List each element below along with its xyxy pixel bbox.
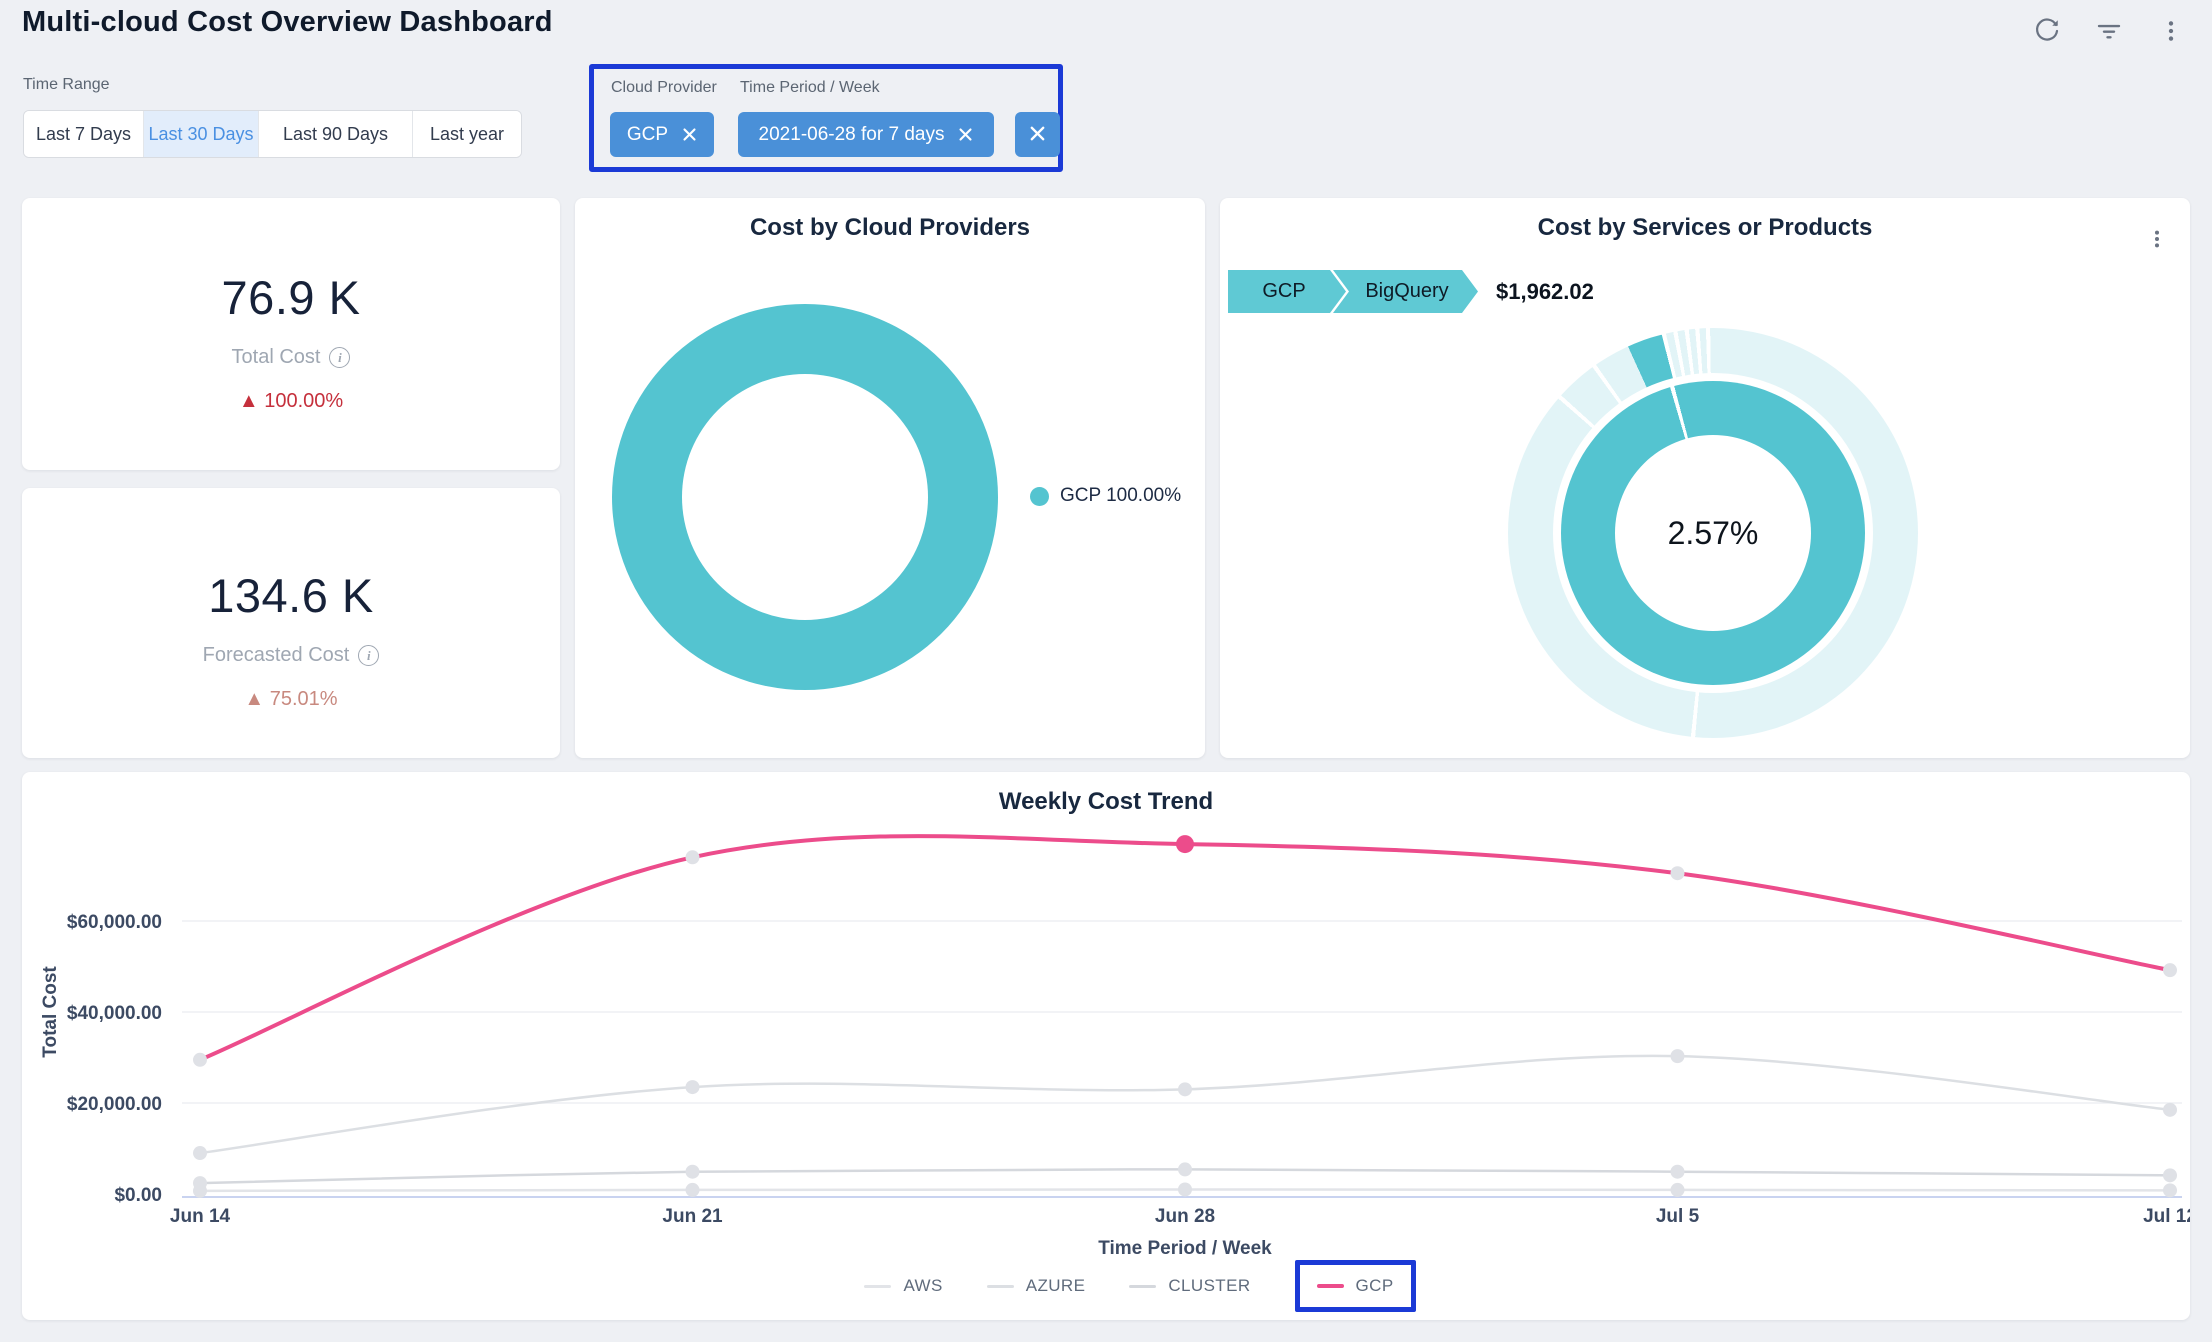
- forecasted-cost-value: 134.6 K: [208, 569, 374, 622]
- legend-item-cluster[interactable]: CLUSTER: [1129, 1276, 1250, 1296]
- forecasted-cost-kpi-card: 134.6 K Forecasted Cost i ▲ 75.01%: [22, 488, 560, 758]
- azure-legend-dash-icon: [986, 1284, 1014, 1288]
- filter-button[interactable]: [2090, 12, 2128, 50]
- total-cost-label: Total Cost i: [232, 346, 351, 369]
- time-range-last-30-days[interactable]: Last 30 Days: [144, 111, 259, 157]
- cluster-legend-dash-icon: [1129, 1284, 1157, 1288]
- legend-item-aws[interactable]: AWS: [864, 1276, 942, 1296]
- cluster-legend-text: CLUSTER: [1168, 1276, 1251, 1295]
- weekly-cost-trend-chart[interactable]: $0.00 $20,000.00 $40,000.00 $60,000.00 Jun 1…: [22, 772, 2190, 1320]
- total-cost-delta: ▲ 100.00%: [238, 390, 344, 412]
- remove-time-period-filter-icon[interactable]: [958, 127, 973, 142]
- svg-text:Jun 21: Jun 21: [662, 1206, 723, 1227]
- donut-hole: [682, 374, 928, 620]
- gcp-legend-dash-icon: [1316, 1284, 1344, 1288]
- kebab-icon: [2146, 228, 2168, 250]
- svg-text:Jun 28: Jun 28: [1155, 1206, 1215, 1227]
- svg-text:Jun 14: Jun 14: [170, 1206, 231, 1227]
- cost-by-cloud-providers-title: Cost by Cloud Providers: [749, 214, 1031, 241]
- page-title: Multi-cloud Cost Overview Dashboard: [22, 6, 553, 38]
- clear-all-filters-button[interactable]: [1015, 112, 1060, 157]
- kebab-icon: [2158, 18, 2184, 44]
- legend-item-azure[interactable]: AZURE: [986, 1276, 1086, 1296]
- svg-text:$60,000.00: $60,000.00: [67, 912, 162, 933]
- cloud-provider-filter-label: Cloud Provider: [611, 79, 717, 96]
- info-icon[interactable]: i: [329, 347, 351, 368]
- time-range-last-90-days[interactable]: Last 90 Days: [259, 111, 413, 157]
- azure-legend-text: AZURE: [1025, 1276, 1086, 1295]
- svg-text:$40,000.00: $40,000.00: [67, 1003, 162, 1024]
- time-range-segmented-control: Last 7 Days Last 30 Days Last 90 Days La…: [23, 110, 522, 158]
- time-range-last-7-days[interactable]: Last 7 Days: [24, 111, 144, 157]
- services-breadcrumb: GCP BigQuery $1,962.02: [1228, 270, 1594, 313]
- forecasted-cost-delta: ▲ 75.01%: [244, 688, 338, 710]
- gcp-legend-text: GCP 100.00%: [1060, 485, 1182, 506]
- gcp-legend-text: GCP: [1355, 1276, 1394, 1295]
- cloud-providers-donut-chart[interactable]: [612, 304, 998, 690]
- legend-item-gcp[interactable]: GCP: [1316, 1276, 1394, 1296]
- svg-text:Jul 12: Jul 12: [2143, 1206, 2190, 1227]
- total-cost-value: 76.9 K: [221, 271, 361, 324]
- cloud-provider-filter-chip[interactable]: GCP: [610, 112, 714, 157]
- svg-text:Jul 5: Jul 5: [1656, 1206, 1700, 1227]
- weekly-cost-trend-title: Weekly Cost Trend: [998, 788, 1214, 815]
- aws-legend-dash-icon: [864, 1284, 892, 1288]
- services-sunburst-chart: 2.57%: [1508, 328, 1918, 738]
- total-cost-kpi-card: 76.9 K Total Cost i ▲ 100.00%: [22, 198, 560, 470]
- services-card-menu-button[interactable]: [2138, 220, 2176, 258]
- time-period-filter-label: Time Period / Week: [740, 79, 880, 96]
- forecasted-cost-label: Forecasted Cost i: [203, 644, 380, 667]
- close-icon: [1029, 125, 1046, 145]
- info-icon[interactable]: i: [358, 645, 380, 666]
- svg-text:$0.00: $0.00: [114, 1185, 162, 1206]
- gcp-legend-dot-icon: [1030, 486, 1049, 506]
- cost-by-services-card: Cost by Services or Products GCP BigQuer…: [1220, 198, 2190, 758]
- more-menu-button[interactable]: [2152, 12, 2190, 50]
- time-range-label: Time Range: [23, 76, 110, 93]
- svg-text:$20,000.00: $20,000.00: [67, 1094, 162, 1115]
- remove-cloud-provider-filter-icon[interactable]: [682, 127, 697, 142]
- breadcrumb-item-gcp[interactable]: GCP: [1228, 270, 1346, 313]
- cloud-providers-legend-item[interactable]: GCP 100.00%: [1030, 485, 1181, 507]
- header-actions: [2028, 12, 2190, 50]
- sunburst-hole: [1615, 435, 1811, 631]
- breadcrumb-gcp-wrap: GCP: [1228, 270, 1346, 313]
- time-range-last-year[interactable]: Last year: [413, 111, 521, 157]
- breadcrumb-item-bigquery[interactable]: BigQuery: [1332, 270, 1478, 313]
- svg-text:Total Cost: Total Cost: [40, 966, 61, 1058]
- filter-icon: [2094, 16, 2124, 46]
- selected-service-cost: $1,962.02: [1496, 278, 1594, 304]
- trend-legend: AWS AZURE CLUSTER GCP: [56, 1260, 2212, 1312]
- forecasted-cost-label-text: Forecasted Cost: [202, 644, 350, 666]
- annotation-box-gcp-legend: GCP: [1294, 1260, 1416, 1312]
- time-period-chip-value: 2021-06-28 for 7 days: [758, 123, 945, 145]
- sunburst-center-label: 2.57%: [1667, 514, 1759, 551]
- time-period-filter-chip[interactable]: 2021-06-28 for 7 days: [738, 112, 994, 157]
- refresh-button[interactable]: [2028, 12, 2066, 50]
- aws-legend-text: AWS: [903, 1276, 943, 1295]
- cloud-provider-chip-value: GCP: [626, 123, 669, 145]
- cost-by-services-title: Cost by Services or Products: [1537, 214, 1873, 241]
- total-cost-label-text: Total Cost: [231, 346, 321, 368]
- svg-text:Time Period / Week: Time Period / Week: [1098, 1238, 1272, 1259]
- refresh-icon: [2032, 16, 2062, 46]
- weekly-cost-trend-card: $0.00 $20,000.00 $40,000.00 $60,000.00 Jun 1…: [22, 772, 2190, 1320]
- cost-by-cloud-providers-card: Cost by Cloud Providers GCP 100.00%: [575, 198, 1205, 758]
